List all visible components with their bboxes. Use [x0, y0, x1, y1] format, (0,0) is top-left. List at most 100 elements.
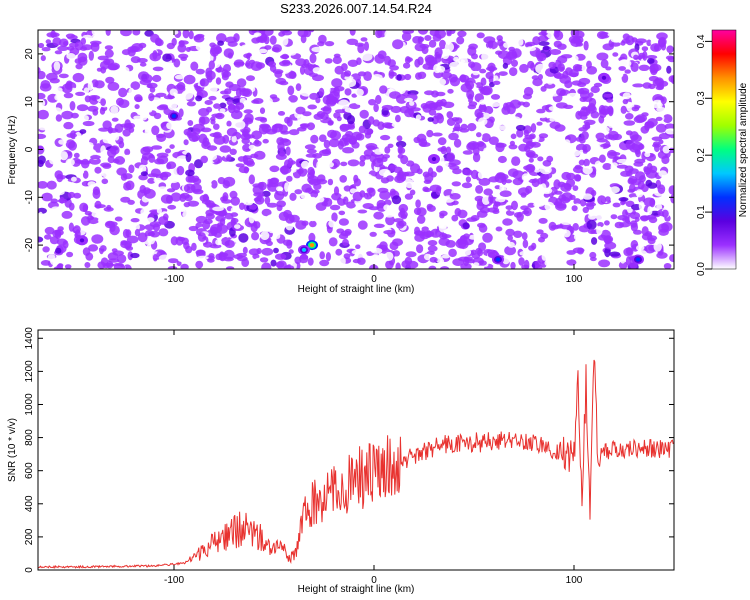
heatmap-cell	[653, 44, 660, 52]
heatmap-cell	[205, 153, 218, 161]
heatmap-cell	[79, 202, 89, 212]
heatmap-cell	[167, 210, 179, 217]
heatmap-cell	[467, 123, 477, 132]
heatmap-cell	[325, 148, 331, 155]
heatmap-cell	[657, 184, 666, 194]
heatmap-cell	[585, 105, 597, 114]
heatmap-cell	[124, 148, 131, 156]
heatmap-cell	[140, 209, 146, 215]
heatmap-cell	[210, 44, 221, 55]
heatmap-cell	[147, 108, 153, 113]
heatmap-cell	[120, 30, 132, 37]
heatmap-cell	[420, 103, 429, 109]
heatmap-cell	[38, 224, 45, 232]
heatmap-cell	[144, 30, 154, 37]
heatmap-cell	[658, 170, 667, 178]
heatmap-cell	[233, 61, 245, 66]
heatmap-cell	[461, 162, 467, 168]
heatmap-cell	[229, 148, 237, 155]
heatmap-cell	[622, 33, 630, 40]
heatmap-cell	[289, 192, 297, 201]
heatmap-cell	[528, 30, 538, 34]
heatmap-cell	[642, 102, 652, 108]
heatmap-cell	[582, 144, 591, 153]
heatmap-cell	[277, 111, 286, 116]
heatmap-cell	[544, 259, 555, 267]
heatmap-cell	[216, 33, 227, 43]
colorbar-tick-label: 0.1	[696, 205, 707, 219]
heatmap-cell	[612, 52, 619, 57]
heatmap-cell	[308, 232, 316, 243]
heatmap-cell	[435, 91, 446, 97]
y-tick-label: 10	[24, 96, 35, 108]
heatmap-cell	[608, 123, 615, 128]
heatmap-cell	[197, 232, 206, 242]
heatmap-cell	[281, 53, 289, 60]
heatmap-cell	[633, 54, 639, 60]
heatmap-cell	[68, 222, 74, 232]
heatmap-cell	[99, 245, 107, 252]
heatmap-cell	[409, 101, 415, 106]
heatmap-cell	[395, 84, 407, 95]
heatmap-cell	[175, 236, 184, 246]
heatmap-cell	[280, 130, 290, 135]
heatmap-cell	[523, 207, 532, 217]
heatmap-cell	[257, 168, 266, 174]
snr-frame	[37, 329, 675, 571]
heatmap-cell	[391, 238, 404, 246]
heatmap-cell	[541, 252, 548, 261]
heatmap-cell	[364, 41, 369, 51]
heatmap-cell	[166, 122, 173, 130]
heatmap-cell	[239, 88, 251, 97]
heatmap-cell	[554, 190, 563, 195]
heatmap-cell	[417, 215, 426, 224]
heatmap-cell	[55, 247, 62, 254]
heatmap-cell	[110, 105, 119, 114]
heatmap-cell	[310, 134, 319, 144]
heatmap-cell	[261, 97, 273, 107]
heatmap-cell	[125, 229, 132, 238]
heatmap-cell	[485, 71, 494, 80]
heatmap-cell	[46, 180, 57, 190]
heatmap-cell	[583, 40, 589, 51]
heatmap-cell	[661, 222, 673, 232]
heatmap-cell	[130, 81, 141, 90]
heatmap-cell	[75, 63, 83, 70]
heatmap-cell	[612, 133, 623, 141]
heatmap-cell	[57, 263, 64, 268]
heatmap-cell	[624, 69, 631, 74]
heatmap-cell	[455, 59, 466, 64]
heatmap-cell	[170, 192, 182, 202]
heatmap-cell	[363, 149, 374, 157]
heatmap-cell	[157, 186, 169, 192]
heatmap-cell	[201, 140, 211, 150]
heatmap-cell	[260, 231, 270, 241]
heatmap-cell	[435, 54, 442, 63]
heatmap-cell	[318, 34, 327, 44]
heatmap-cell	[421, 45, 429, 55]
heatmap-cell	[215, 66, 225, 73]
heatmap-cell	[249, 204, 257, 210]
heatmap-cell	[342, 196, 349, 205]
heatmap-cell	[563, 104, 574, 109]
heatmap-cell	[669, 254, 674, 263]
heatmap-cell	[645, 179, 653, 187]
heatmap-cell	[158, 228, 169, 237]
heatmap-cell	[118, 87, 128, 98]
heatmap-cell	[185, 152, 192, 163]
heatmap-cell	[262, 138, 269, 144]
heatmap-cell	[389, 188, 396, 196]
heatmap-cell	[281, 99, 289, 107]
heatmap-cell	[211, 180, 218, 189]
heatmap-cell	[347, 59, 359, 67]
heatmap-cell	[226, 127, 238, 137]
heatmap-cell	[549, 117, 556, 122]
heatmap-cell	[288, 214, 300, 223]
heatmap-cell	[605, 66, 612, 71]
heatmap-cell	[338, 210, 346, 216]
heatmap-cell	[122, 129, 131, 137]
heatmap-cell	[625, 130, 633, 136]
heatmap-cell	[604, 220, 610, 226]
heatmap-cell	[636, 244, 645, 251]
heatmap-cell	[105, 30, 111, 36]
